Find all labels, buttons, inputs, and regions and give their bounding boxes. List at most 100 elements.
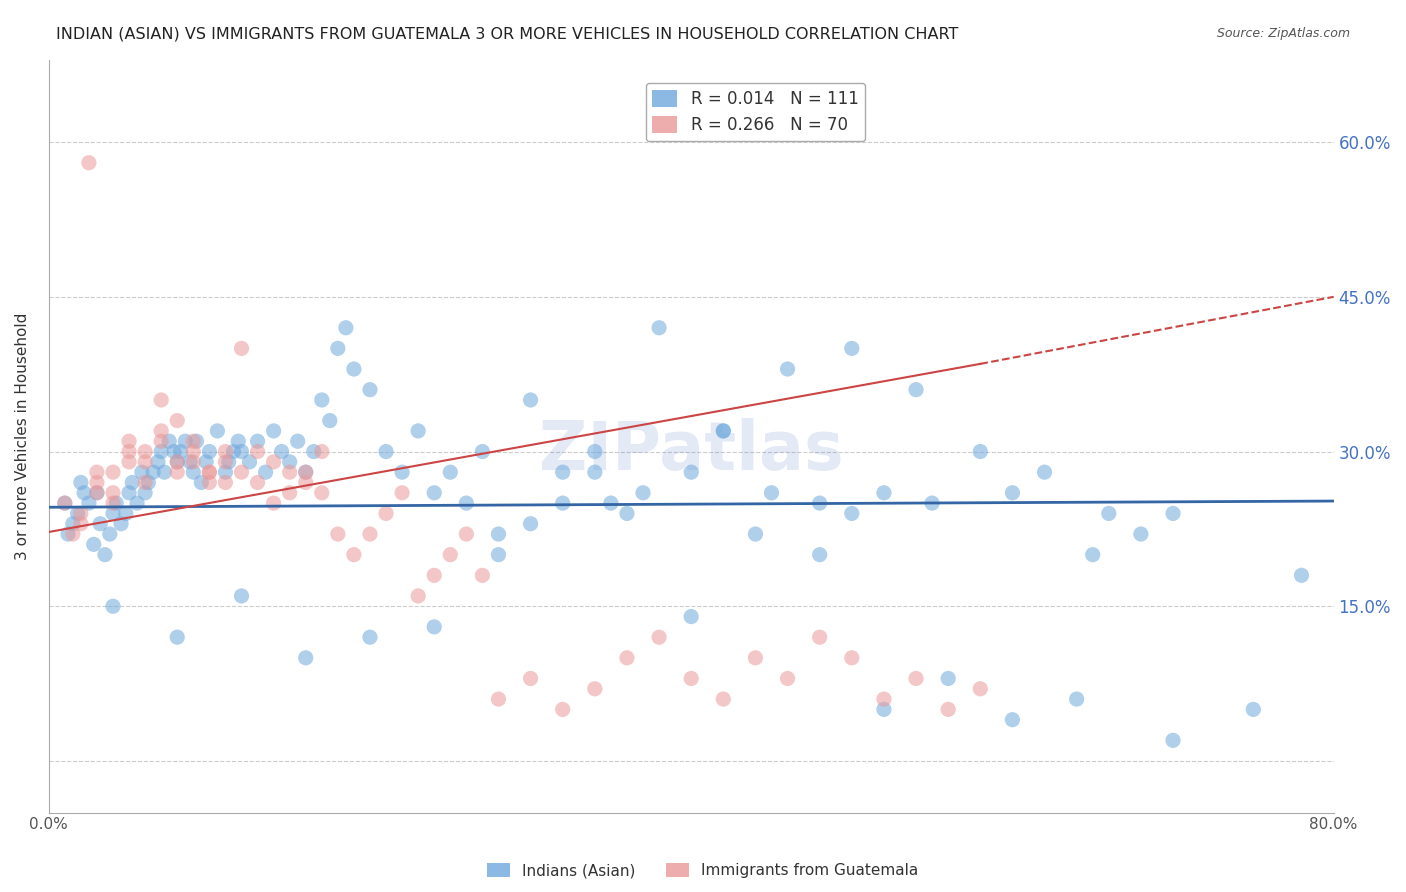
Immigrants from Guatemala [70,507,93,521]
Indians (Asian) [207,424,229,438]
Indians (Asian) [319,414,342,428]
Indians (Asian) [1081,548,1104,562]
Indians (Asian) [94,548,117,562]
Immigrants from Guatemala [214,444,236,458]
Immigrants from Guatemala [118,455,141,469]
Immigrants from Guatemala [406,589,429,603]
Immigrants from Guatemala [134,444,156,458]
Indians (Asian) [83,537,105,551]
Indians (Asian) [181,465,204,479]
Indians (Asian) [174,434,197,449]
Immigrants from Guatemala [198,465,221,479]
Text: ZIPatlas: ZIPatlas [538,418,844,484]
Immigrants from Guatemala [391,485,413,500]
Indians (Asian) [150,444,173,458]
Indians (Asian) [359,383,381,397]
Indians (Asian) [488,527,510,541]
Indians (Asian) [101,507,124,521]
Immigrants from Guatemala [841,650,863,665]
Immigrants from Guatemala [214,455,236,469]
Indians (Asian) [551,465,574,479]
Indians (Asian) [439,465,461,479]
Immigrants from Guatemala [181,434,204,449]
Indians (Asian) [287,434,309,449]
Immigrants from Guatemala [311,444,333,458]
Indians (Asian) [808,548,831,562]
Immigrants from Guatemala [166,414,188,428]
Indians (Asian) [157,434,180,449]
Indians (Asian) [105,496,128,510]
Indians (Asian) [808,496,831,510]
Immigrants from Guatemala [311,485,333,500]
Indians (Asian) [254,465,277,479]
Indians (Asian) [302,444,325,458]
Indians (Asian) [214,465,236,479]
Indians (Asian) [583,465,606,479]
Immigrants from Guatemala [326,527,349,541]
Indians (Asian) [166,630,188,644]
Indians (Asian) [921,496,943,510]
Indians (Asian) [423,620,446,634]
Indians (Asian) [136,475,159,490]
Indians (Asian) [56,527,79,541]
Indians (Asian) [163,444,186,458]
Indians (Asian) [905,383,928,397]
Immigrants from Guatemala [343,548,366,562]
Immigrants from Guatemala [551,702,574,716]
Indians (Asian) [1001,485,1024,500]
Immigrants from Guatemala [53,496,76,510]
Immigrants from Guatemala [150,424,173,438]
Indians (Asian) [969,444,991,458]
Indians (Asian) [711,424,734,438]
Immigrants from Guatemala [86,465,108,479]
Immigrants from Guatemala [198,465,221,479]
Indians (Asian) [231,589,253,603]
Text: Source: ZipAtlas.com: Source: ZipAtlas.com [1216,27,1350,40]
Immigrants from Guatemala [375,507,398,521]
Indians (Asian) [294,650,316,665]
Immigrants from Guatemala [359,527,381,541]
Immigrants from Guatemala [150,392,173,407]
Indians (Asian) [101,599,124,614]
Indians (Asian) [1098,507,1121,521]
Indians (Asian) [142,465,165,479]
Indians (Asian) [681,609,703,624]
Indians (Asian) [841,507,863,521]
Immigrants from Guatemala [166,455,188,469]
Immigrants from Guatemala [101,465,124,479]
Y-axis label: 3 or more Vehicles in Household: 3 or more Vehicles in Household [15,312,30,560]
Immigrants from Guatemala [77,155,100,169]
Indians (Asian) [86,485,108,500]
Indians (Asian) [146,455,169,469]
Indians (Asian) [583,444,606,458]
Immigrants from Guatemala [70,516,93,531]
Indians (Asian) [294,465,316,479]
Immigrants from Guatemala [776,672,799,686]
Indians (Asian) [1241,702,1264,716]
Immigrants from Guatemala [231,465,253,479]
Immigrants from Guatemala [439,548,461,562]
Immigrants from Guatemala [488,692,510,706]
Indians (Asian) [263,424,285,438]
Indians (Asian) [198,444,221,458]
Indians (Asian) [186,434,208,449]
Immigrants from Guatemala [86,485,108,500]
Indians (Asian) [841,342,863,356]
Indians (Asian) [231,444,253,458]
Indians (Asian) [169,444,191,458]
Indians (Asian) [62,516,84,531]
Immigrants from Guatemala [101,485,124,500]
Immigrants from Guatemala [294,475,316,490]
Indians (Asian) [1291,568,1313,582]
Indians (Asian) [77,496,100,510]
Indians (Asian) [776,362,799,376]
Immigrants from Guatemala [198,475,221,490]
Indians (Asian) [711,424,734,438]
Immigrants from Guatemala [134,475,156,490]
Immigrants from Guatemala [519,672,541,686]
Text: INDIAN (ASIAN) VS IMMIGRANTS FROM GUATEMALA 3 OR MORE VEHICLES IN HOUSEHOLD CORR: INDIAN (ASIAN) VS IMMIGRANTS FROM GUATEM… [56,27,959,42]
Indians (Asian) [179,455,201,469]
Immigrants from Guatemala [681,672,703,686]
Immigrants from Guatemala [808,630,831,644]
Indians (Asian) [519,392,541,407]
